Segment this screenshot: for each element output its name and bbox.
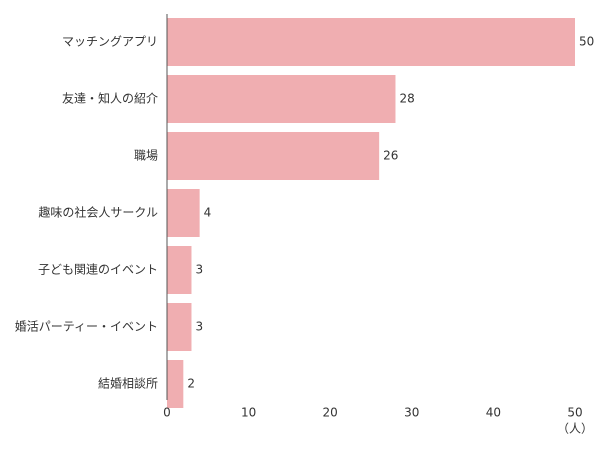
x-tick-label: 20 xyxy=(323,406,338,420)
category-label: 子ども関連のイベント xyxy=(38,263,158,277)
value-label: 4 xyxy=(204,206,212,220)
value-label: 26 xyxy=(383,149,398,163)
value-label: 3 xyxy=(195,263,203,277)
bar xyxy=(167,360,184,408)
x-axis-unit-label: （人） xyxy=(557,422,593,436)
bar xyxy=(167,75,396,123)
bar xyxy=(167,303,192,351)
bars-layer xyxy=(167,18,575,408)
bar xyxy=(167,246,192,294)
value-label: 28 xyxy=(399,92,414,106)
x-tick-label: 10 xyxy=(241,406,256,420)
x-tick-label: 30 xyxy=(404,406,419,420)
category-label: 婚活パーティー・イベント xyxy=(15,320,158,334)
x-tick-labels: 0 10 20 30 40 50 xyxy=(163,406,582,420)
value-label: 3 xyxy=(195,320,203,334)
category-label: 友達・知人の紹介 xyxy=(62,92,158,106)
x-tick-label: 50 xyxy=(567,406,582,420)
value-label: 2 xyxy=(187,377,195,391)
category-label: マッチングアプリ xyxy=(62,35,158,49)
bar xyxy=(167,18,575,66)
labels-layer: マッチングアプリ 50 友達・知人の紹介 28 職場 26 趣味の社会人サークル 4 子ども関連… xyxy=(15,35,595,391)
x-tick-label: 40 xyxy=(486,406,501,420)
category-label: 結婚相談所 xyxy=(98,376,158,391)
category-label: 趣味の社会人サークル xyxy=(38,205,158,220)
bar xyxy=(167,132,380,180)
bar xyxy=(167,189,200,237)
x-tick-label: 0 xyxy=(163,406,171,420)
category-label: 職場 xyxy=(134,149,158,163)
value-label: 50 xyxy=(579,35,594,49)
